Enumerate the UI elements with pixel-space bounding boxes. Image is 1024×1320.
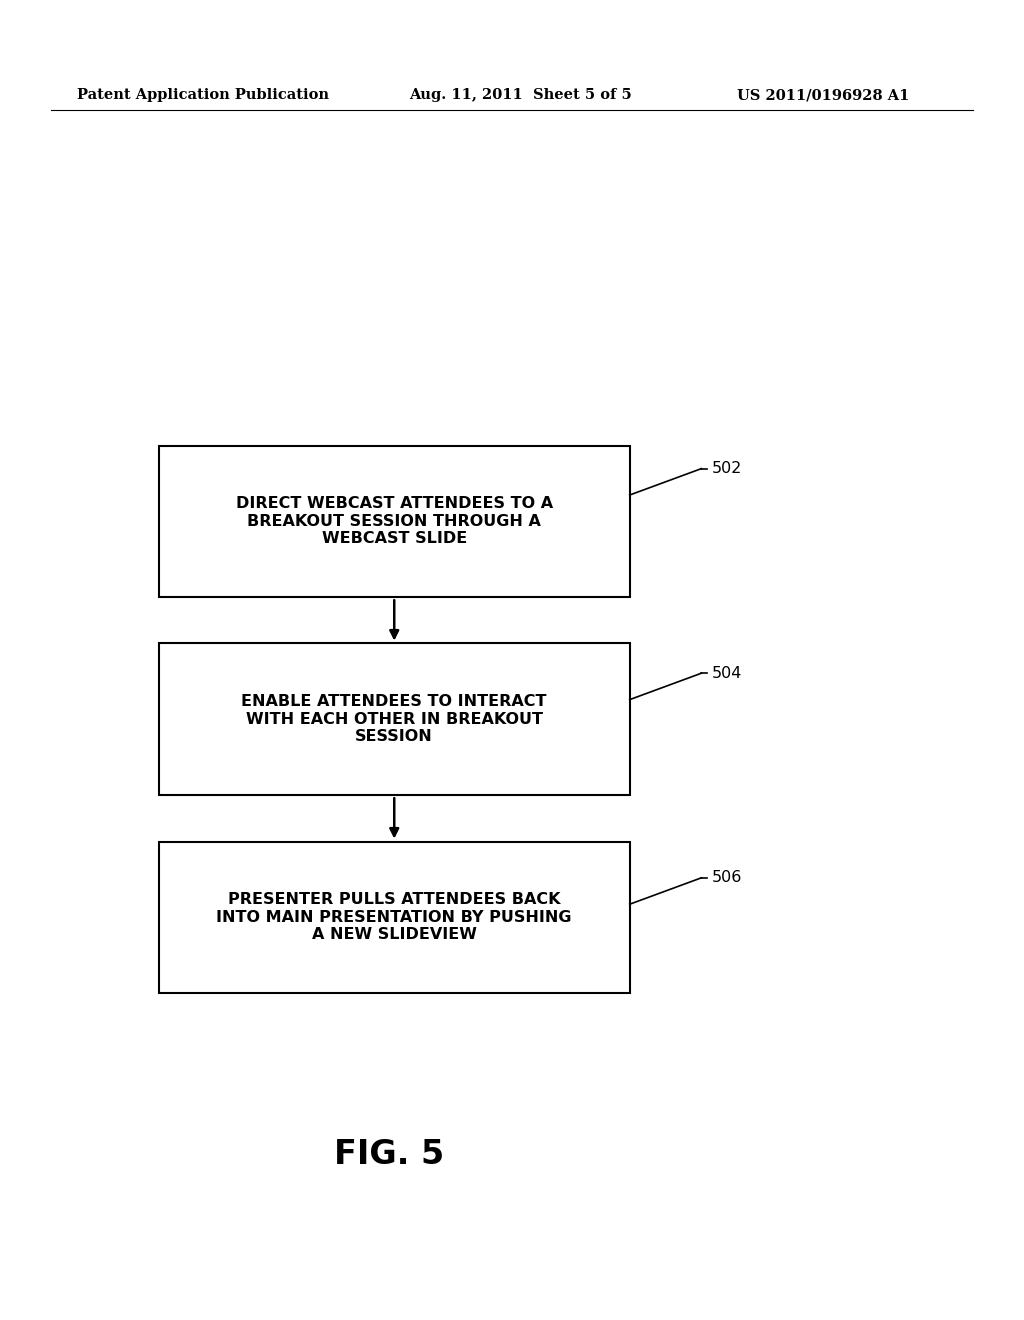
Text: DIRECT WEBCAST ATTENDEES TO A
BREAKOUT SESSION THROUGH A
WEBCAST SLIDE: DIRECT WEBCAST ATTENDEES TO A BREAKOUT S… bbox=[236, 496, 553, 546]
Text: FIG. 5: FIG. 5 bbox=[334, 1138, 444, 1172]
Text: ENABLE ATTENDEES TO INTERACT
WITH EACH OTHER IN BREAKOUT
SESSION: ENABLE ATTENDEES TO INTERACT WITH EACH O… bbox=[242, 694, 547, 744]
Bar bbox=[159, 842, 630, 993]
Text: 502: 502 bbox=[712, 461, 742, 477]
Bar bbox=[159, 446, 630, 597]
Text: 506: 506 bbox=[712, 870, 742, 886]
Bar bbox=[159, 643, 630, 795]
Text: US 2011/0196928 A1: US 2011/0196928 A1 bbox=[737, 88, 909, 102]
Text: PRESENTER PULLS ATTENDEES BACK
INTO MAIN PRESENTATION BY PUSHING
A NEW SLIDEVIEW: PRESENTER PULLS ATTENDEES BACK INTO MAIN… bbox=[216, 892, 572, 942]
Text: 504: 504 bbox=[712, 665, 742, 681]
Text: Patent Application Publication: Patent Application Publication bbox=[77, 88, 329, 102]
Text: Aug. 11, 2011  Sheet 5 of 5: Aug. 11, 2011 Sheet 5 of 5 bbox=[410, 88, 633, 102]
